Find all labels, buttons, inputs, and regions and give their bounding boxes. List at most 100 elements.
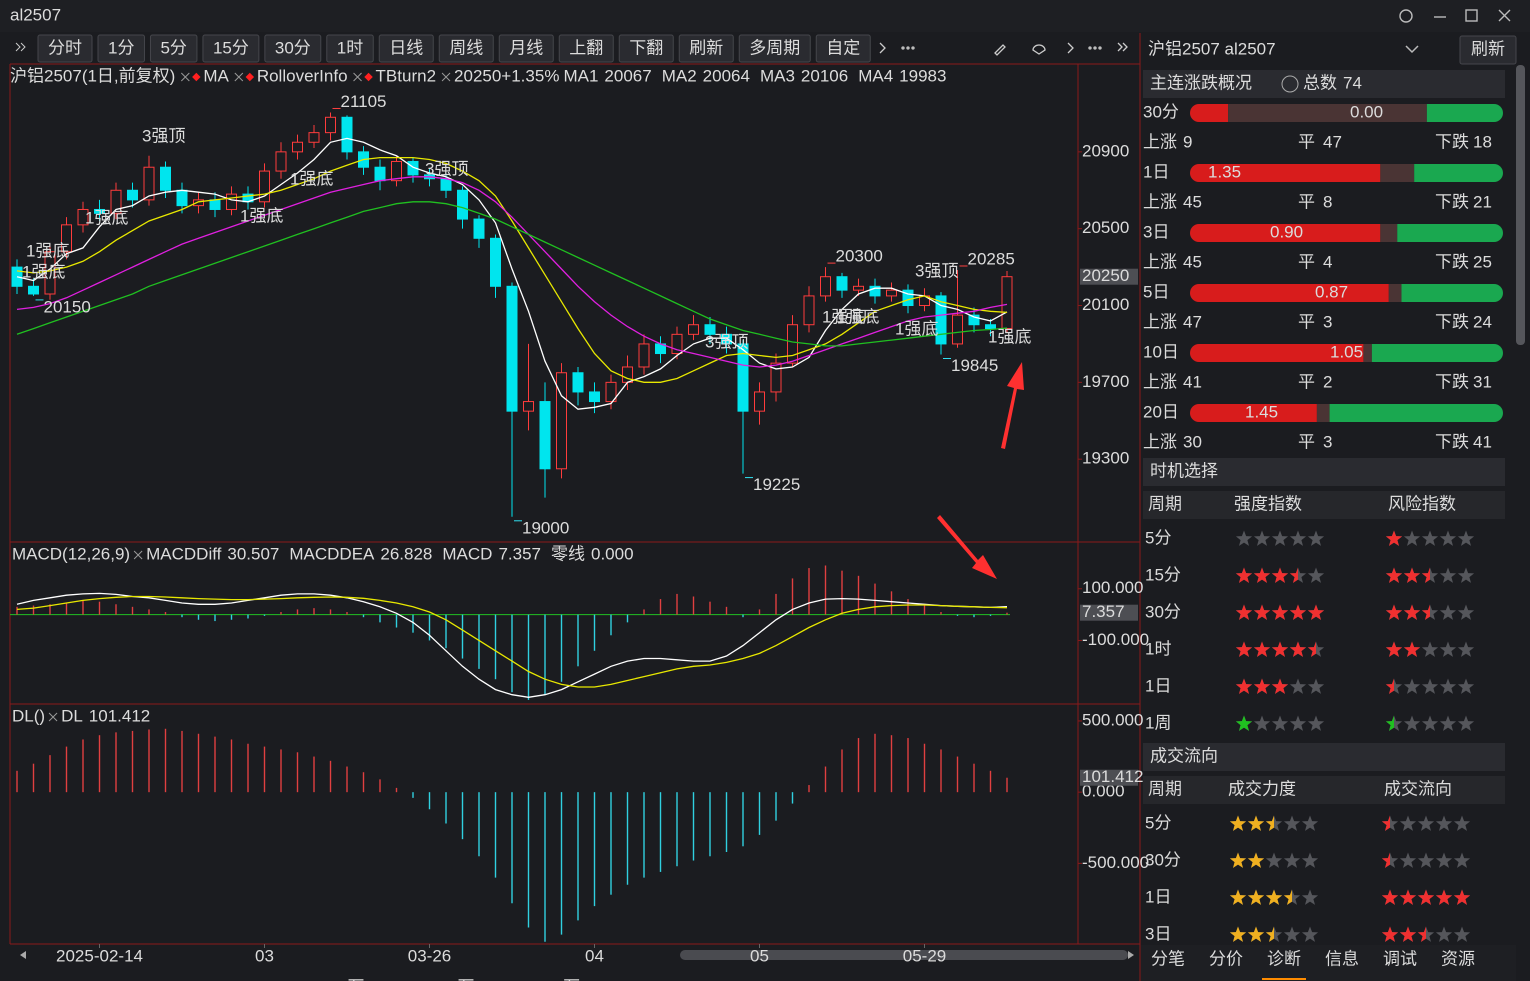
toolbar-button[interactable] xyxy=(326,34,374,63)
draw-icon[interactable] xyxy=(994,44,1006,56)
favorite-icon[interactable] xyxy=(1405,45,1419,54)
toolbar-button[interactable] xyxy=(202,34,260,63)
breadth-up xyxy=(1190,104,1229,122)
toolbar-button[interactable] xyxy=(438,34,494,63)
close-button[interactable] xyxy=(1498,9,1511,22)
candle-body xyxy=(94,208,105,214)
candle-body xyxy=(176,189,188,207)
total-label: 总数 xyxy=(1303,73,1337,92)
remove-indicator[interactable] xyxy=(133,550,143,560)
ma-line xyxy=(16,176,1008,368)
toolbar-button[interactable] xyxy=(378,34,434,63)
up-count: 45 xyxy=(1183,252,1202,271)
candle-body xyxy=(754,391,765,412)
toolbar-label[interactable]: 刷新 xyxy=(689,38,723,57)
toolbar-label[interactable]: 自定 xyxy=(826,38,860,57)
star-rating xyxy=(1381,926,1426,942)
indicator-line xyxy=(16,595,1008,688)
toolbar-icons xyxy=(879,42,1128,56)
toolbar-label[interactable]: 1时 xyxy=(337,38,363,57)
breadth-up xyxy=(1190,344,1364,362)
remove-indicator[interactable] xyxy=(234,72,244,82)
toolbar-next2[interactable] xyxy=(1067,42,1074,54)
status-value: 9.03 xyxy=(815,977,848,981)
extreme-label: 21105 xyxy=(341,92,387,111)
tab[interactable]: 资源 xyxy=(1441,949,1475,968)
tab[interactable]: 分笔 xyxy=(1151,949,1185,968)
maximize-button[interactable] xyxy=(1465,9,1478,22)
scroll-thumb[interactable] xyxy=(680,950,1128,960)
total-value: 74 xyxy=(1343,73,1362,92)
refresh-label[interactable]: 刷新 xyxy=(1471,39,1505,58)
toolbar-expand[interactable] xyxy=(15,42,26,52)
toolbar-label[interactable]: 30分 xyxy=(275,38,311,57)
toolbar-button[interactable] xyxy=(498,34,554,63)
toolbar-button[interactable] xyxy=(97,34,145,63)
indicator-dot xyxy=(364,72,373,82)
toolbar-button[interactable] xyxy=(618,34,674,63)
status-value: 100.9万 xyxy=(415,977,475,981)
toolbar-label[interactable]: 上翻 xyxy=(569,38,603,57)
remove-indicator[interactable] xyxy=(48,712,58,722)
x-tick-label: 03 xyxy=(255,946,274,965)
legend-series-name: MACDDEA xyxy=(289,544,375,563)
y-tick-label: 500.000 xyxy=(1082,710,1143,729)
up-count: 41 xyxy=(1183,372,1202,391)
toolbar-next[interactable] xyxy=(879,42,886,54)
tab[interactable]: 诊断 xyxy=(1267,949,1301,968)
candle-body xyxy=(193,199,204,207)
toolbar-label[interactable]: 5分 xyxy=(160,38,186,57)
toolbar-label[interactable]: 多周期 xyxy=(749,38,800,57)
remove-indicator[interactable] xyxy=(180,72,190,82)
remove-indicator[interactable] xyxy=(353,72,362,82)
toolbar-button[interactable] xyxy=(37,34,93,63)
toolbar-label[interactable]: 月线 xyxy=(509,38,543,57)
toolbar-label[interactable]: 15分 xyxy=(213,38,249,57)
breadth-bar xyxy=(1190,404,1503,422)
panel-scrollbar[interactable] xyxy=(1516,65,1525,345)
arrow-up xyxy=(1001,362,1024,449)
status-value: 2.57 xyxy=(1105,977,1138,981)
toolbar-label[interactable]: 下翻 xyxy=(629,38,663,57)
toolbar-label[interactable]: 分时 xyxy=(48,38,82,57)
candle-body xyxy=(820,276,831,297)
help-button[interactable] xyxy=(1399,9,1413,23)
toolbar-label[interactable]: 周线 xyxy=(449,38,483,57)
cloud-icon[interactable] xyxy=(1032,44,1046,55)
star-rating xyxy=(1235,715,1253,731)
tab[interactable]: 分价 xyxy=(1209,949,1243,968)
legend-item: RolloverInfo xyxy=(257,66,348,85)
panel-expand[interactable] xyxy=(1117,42,1128,52)
toolbar-button[interactable] xyxy=(815,34,871,63)
candle-body xyxy=(523,401,534,412)
window-controls[interactable] xyxy=(1399,9,1511,23)
flat-count: 8 xyxy=(1323,192,1332,211)
toolbar-button[interactable] xyxy=(264,34,322,63)
breadth-value: 1.45 xyxy=(1245,402,1278,421)
toolbar-button[interactable] xyxy=(149,34,198,63)
toolbar-button[interactable] xyxy=(558,34,614,63)
toolbar-button[interactable] xyxy=(738,34,811,63)
tab[interactable]: 信息 xyxy=(1325,949,1359,968)
help-icon[interactable] xyxy=(1281,75,1299,93)
star-empty xyxy=(1381,815,1471,831)
down-count: 18 xyxy=(1473,132,1492,151)
toolbar-label[interactable]: 日线 xyxy=(389,38,423,57)
refresh-button[interactable] xyxy=(1459,35,1517,65)
candle-body xyxy=(457,189,468,220)
tab[interactable]: 调试 xyxy=(1383,949,1417,968)
flat-label: 平 xyxy=(1298,312,1315,331)
status-value: 10.2万 xyxy=(530,977,580,981)
column-header: 周期 xyxy=(1148,494,1182,513)
toolbar-label[interactable]: 1分 xyxy=(108,38,134,57)
candle-body xyxy=(605,381,617,403)
candle-body xyxy=(61,224,72,253)
remove-indicator[interactable] xyxy=(441,72,451,82)
more-dot[interactable] xyxy=(1088,46,1092,50)
last-value-label: 20250 xyxy=(1082,266,1129,285)
y-tick-label: 19700 xyxy=(1082,372,1129,391)
more-dot[interactable] xyxy=(901,46,905,50)
toolbar-button[interactable] xyxy=(678,34,734,63)
up-label: 上涨 xyxy=(1143,252,1177,271)
y-tick-label: -100.000 xyxy=(1082,630,1149,649)
